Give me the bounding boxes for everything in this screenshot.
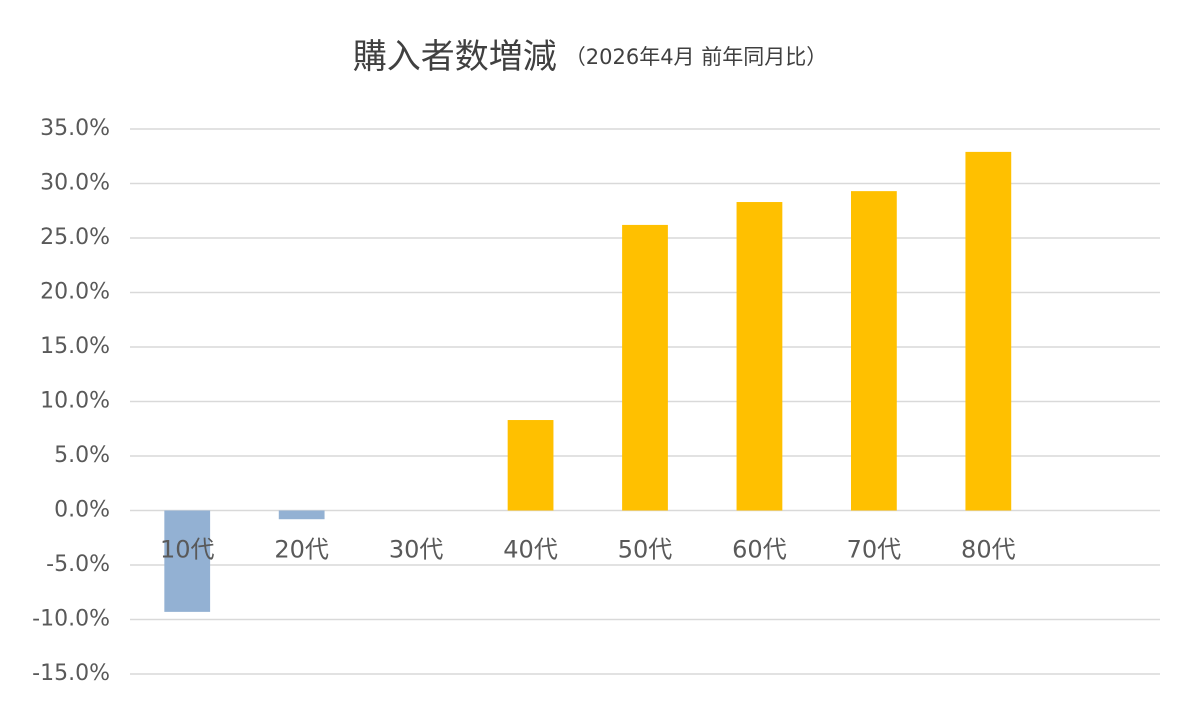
bar — [164, 510, 211, 612]
y-tick-label: 20.0% — [40, 280, 110, 305]
bar — [278, 510, 325, 520]
y-tick-label: -15.0% — [32, 661, 110, 686]
labels: -15.0% -10.0% -5.0% 0.0% 5.0% 10.0% 15.0% 20.0%… — [32, 116, 1015, 686]
chart-heading: 購入者数増減 （2026年4月 前年同月比） — [353, 37, 827, 77]
bar — [965, 151, 1012, 511]
y-tick-label: -10.0% — [32, 607, 110, 632]
y-tick-label: 5.0% — [54, 443, 110, 468]
y-tick-label: 15.0% — [40, 334, 110, 359]
chart-subtitle: （2026年4月 前年同月比） — [565, 45, 827, 69]
y-tick-label: 0.0% — [54, 498, 110, 523]
x-tick-label: 20代 — [274, 536, 329, 564]
bar — [851, 191, 897, 511]
bar — [736, 202, 783, 511]
bar — [507, 420, 554, 511]
y-tick-label: -5.0% — [46, 552, 110, 577]
bar — [622, 224, 668, 511]
y-tick-label: 25.0% — [40, 225, 110, 250]
chart-title: 購入者数増減 — [353, 37, 557, 77]
x-tick-label: 30代 — [389, 536, 444, 564]
x-tick-label: 60代 — [732, 536, 787, 564]
x-tick-label: 70代 — [847, 536, 902, 564]
x-tick-label: 40代 — [503, 536, 558, 564]
y-tick-label: 30.0% — [40, 171, 110, 196]
bars — [164, 151, 1012, 612]
x-tick-label: 50代 — [618, 536, 673, 564]
y-tick-label: 10.0% — [40, 389, 110, 414]
x-tick-label: 80代 — [961, 536, 1016, 564]
x-tick-label: 10代 — [160, 536, 215, 564]
y-tick-label: 35.0% — [40, 116, 110, 141]
